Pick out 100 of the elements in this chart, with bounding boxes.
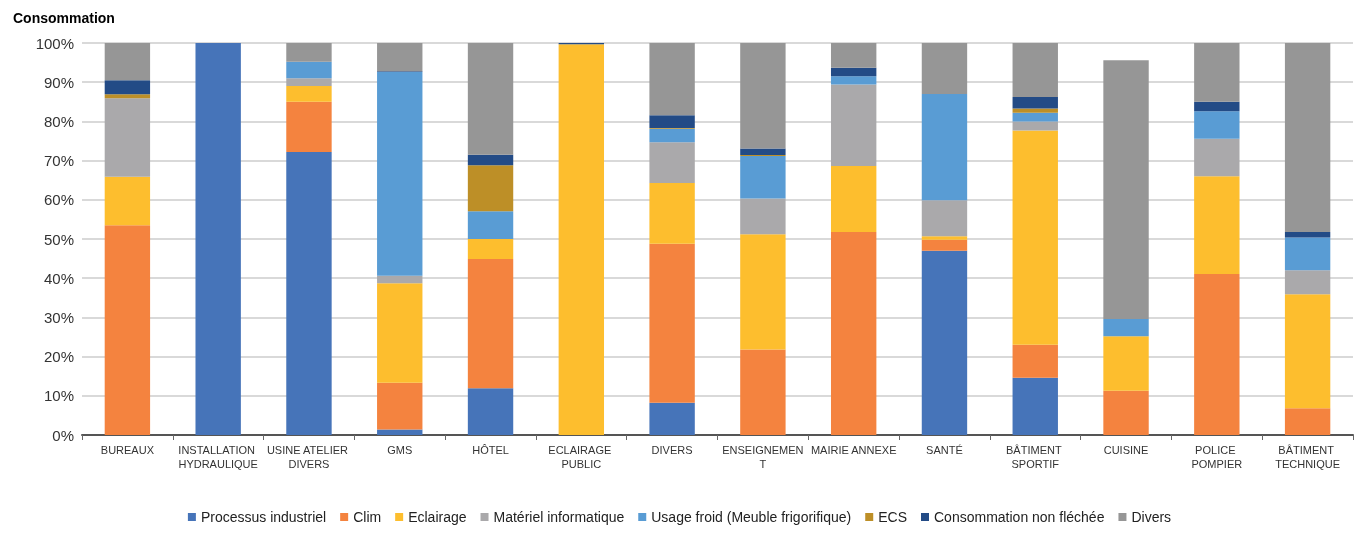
bar bbox=[649, 243, 695, 403]
bar bbox=[467, 43, 514, 155]
y-tick-label: 50% bbox=[43, 230, 74, 248]
bar bbox=[195, 43, 241, 435]
x-tick-label: ENSEIGNEMENT bbox=[722, 444, 804, 470]
bar bbox=[740, 234, 786, 350]
legend-label: Clim bbox=[353, 509, 382, 525]
x-tick-label: INSTALLATION HYDRAULIQUE bbox=[178, 444, 259, 470]
bar bbox=[921, 93, 968, 201]
bar bbox=[286, 86, 332, 102]
x-tick-label: GMS bbox=[387, 444, 413, 456]
bar bbox=[1103, 60, 1149, 319]
bar bbox=[649, 115, 695, 129]
bar bbox=[286, 151, 332, 435]
bar bbox=[1103, 318, 1149, 337]
y-tick-label: 100% bbox=[35, 34, 74, 52]
bar bbox=[1012, 97, 1058, 109]
y-tick-label: 0% bbox=[52, 426, 74, 444]
bar bbox=[377, 43, 423, 72]
bar bbox=[467, 239, 514, 259]
bar bbox=[1284, 231, 1331, 238]
y-tick-label: 60% bbox=[43, 191, 74, 209]
bar bbox=[1194, 111, 1240, 139]
bar bbox=[921, 200, 968, 237]
y-tick-label: 10% bbox=[43, 387, 74, 405]
bar bbox=[1284, 408, 1331, 435]
bar bbox=[740, 155, 786, 199]
legend-label: Processus industriel bbox=[200, 509, 327, 525]
y-tick-label: 30% bbox=[43, 308, 74, 326]
bar bbox=[1012, 344, 1058, 378]
bar bbox=[104, 94, 151, 99]
bar bbox=[740, 349, 786, 435]
bar bbox=[286, 43, 332, 62]
bar bbox=[649, 142, 695, 183]
bar bbox=[286, 78, 332, 87]
bar bbox=[377, 283, 423, 383]
bar bbox=[1194, 273, 1240, 435]
bar bbox=[104, 43, 151, 81]
y-tick-label: 70% bbox=[43, 152, 74, 170]
bar bbox=[377, 275, 423, 284]
bar bbox=[830, 231, 877, 435]
bar bbox=[1012, 130, 1058, 345]
y-tick-label: 20% bbox=[43, 348, 74, 366]
bar bbox=[1012, 43, 1058, 98]
bar bbox=[1284, 43, 1331, 232]
bar bbox=[649, 182, 695, 244]
bar bbox=[558, 44, 605, 435]
bar bbox=[104, 80, 151, 95]
bar bbox=[377, 382, 423, 430]
x-tick-label: CUISINE bbox=[1103, 444, 1149, 456]
bar bbox=[1284, 237, 1331, 271]
x-tick-label: BUREAUX bbox=[100, 444, 155, 456]
x-tick-label: ECLAIRAGE PUBLIC bbox=[548, 444, 615, 470]
x-tick-label: USINE ATELIER DIVERS bbox=[266, 444, 352, 470]
bar bbox=[1012, 112, 1058, 122]
bar bbox=[1194, 176, 1240, 274]
bar bbox=[921, 239, 968, 251]
bar bbox=[830, 166, 877, 232]
y-tick-label: 40% bbox=[43, 269, 74, 287]
legend-label: Eclairage bbox=[408, 509, 467, 525]
bar bbox=[1103, 336, 1149, 391]
bar bbox=[467, 211, 514, 239]
legend-label: Matériel informatique bbox=[493, 509, 625, 525]
bar bbox=[1012, 121, 1058, 131]
chart-title: Consommation bbox=[13, 10, 115, 26]
bar bbox=[649, 128, 695, 143]
x-tick-label: POLICE POMPIER bbox=[1191, 444, 1243, 470]
bar bbox=[104, 225, 151, 435]
bar bbox=[467, 258, 514, 389]
bar bbox=[830, 43, 877, 68]
bar bbox=[1103, 390, 1149, 435]
bar bbox=[1194, 101, 1240, 112]
bar bbox=[1194, 43, 1240, 102]
bar bbox=[740, 148, 786, 156]
x-tick-label: BÂTIMENT TECHNIQUE bbox=[1275, 444, 1340, 470]
bar bbox=[467, 154, 514, 166]
y-tick-label: 80% bbox=[43, 112, 74, 130]
bar bbox=[649, 43, 695, 116]
bar bbox=[1012, 377, 1058, 435]
bar bbox=[740, 43, 786, 149]
bar bbox=[1012, 108, 1058, 113]
bar bbox=[830, 84, 877, 167]
bar bbox=[1284, 270, 1331, 295]
bar bbox=[104, 98, 151, 177]
bar bbox=[104, 176, 151, 226]
bar bbox=[921, 236, 968, 240]
x-tick-label: SANTÉ bbox=[926, 444, 963, 456]
bar bbox=[467, 165, 514, 212]
x-tick-label: DIVERS bbox=[651, 444, 693, 456]
bar bbox=[377, 72, 423, 276]
x-tick-label: BÂTIMENT SPORTIF bbox=[1006, 444, 1065, 470]
bar bbox=[830, 67, 877, 77]
bar bbox=[286, 61, 332, 79]
bar bbox=[1194, 138, 1240, 177]
x-tick-label: HÔTEL bbox=[472, 444, 509, 456]
bar bbox=[740, 198, 786, 235]
y-tick-label: 90% bbox=[43, 73, 74, 91]
x-tick-label: MAIRIE ANNEXE bbox=[810, 444, 897, 456]
legend-label: Usage froid (Meuble frigorifique) bbox=[651, 509, 852, 525]
bar bbox=[649, 402, 695, 435]
